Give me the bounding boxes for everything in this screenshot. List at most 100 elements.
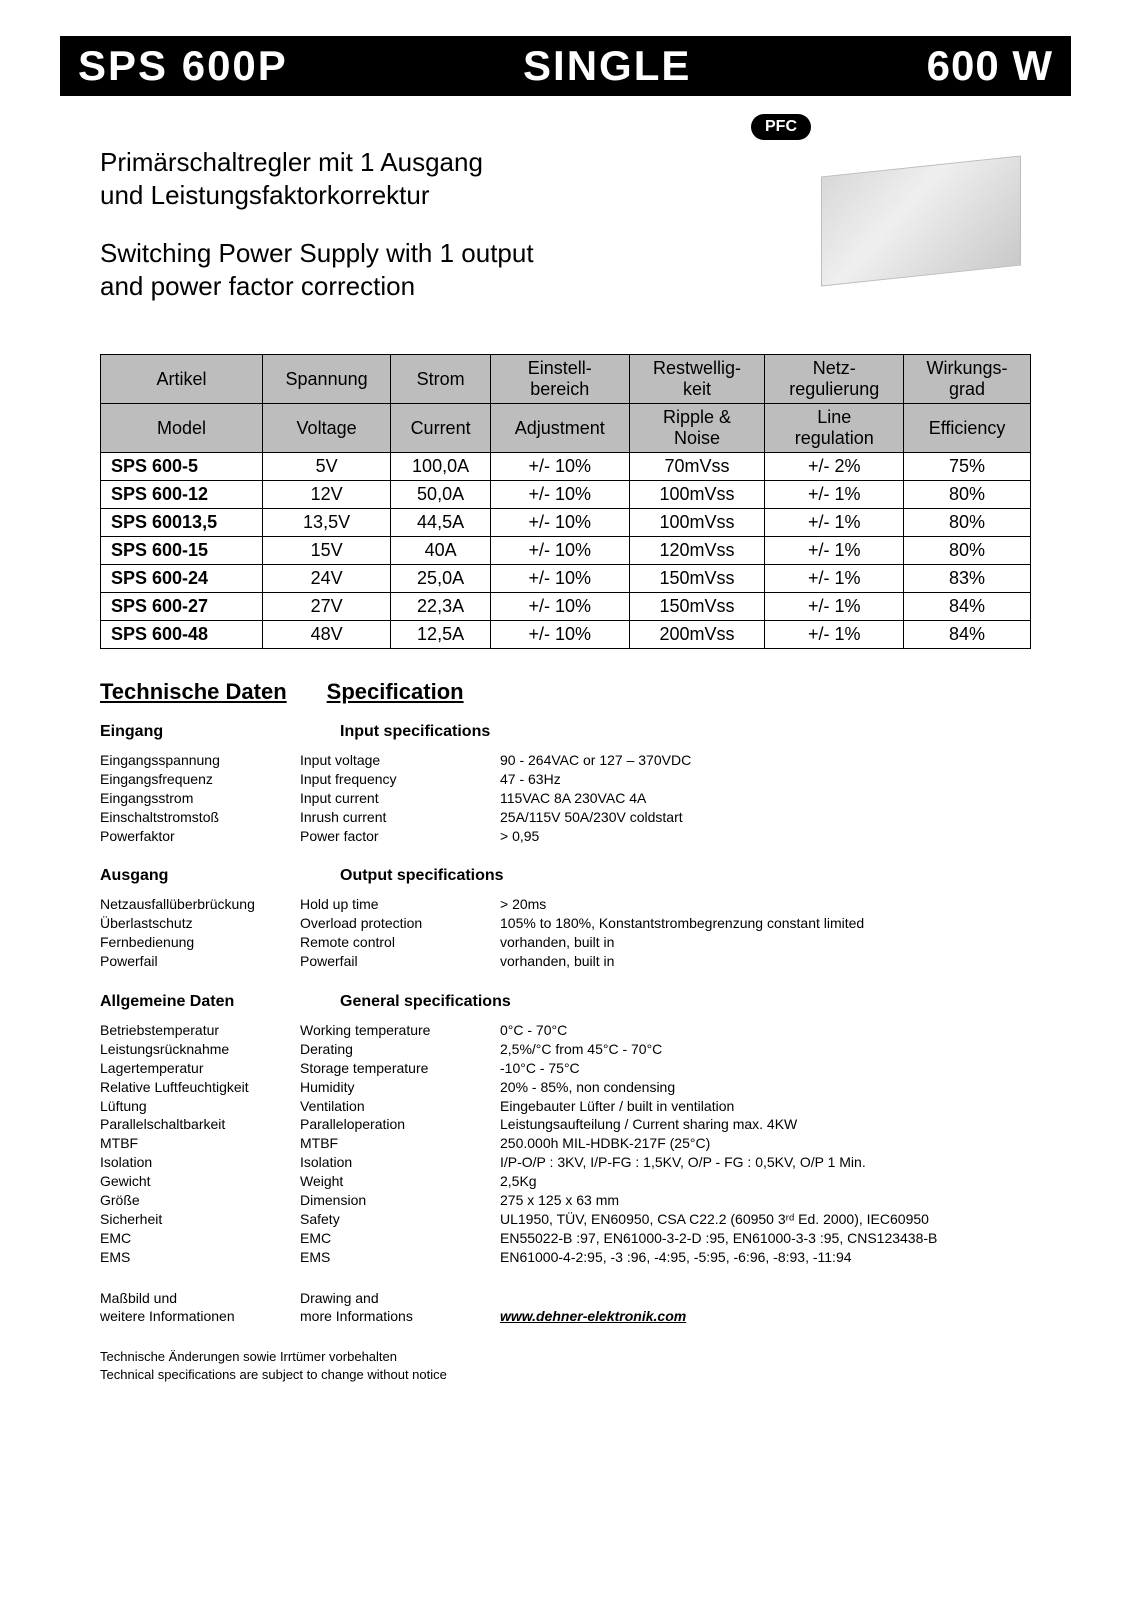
- detail-en: Working temperature: [300, 1021, 500, 1040]
- detail-val: > 0,95: [500, 827, 1031, 846]
- moreinfo-url[interactable]: www.dehner-elektronik.com: [500, 1307, 1031, 1326]
- table-cell: 84%: [904, 593, 1031, 621]
- detail-en: Dimension: [300, 1191, 500, 1210]
- detail-row: Relative LuftfeuchtigkeitHumidity20% - 8…: [100, 1078, 1031, 1097]
- detail-en: Weight: [300, 1172, 500, 1191]
- intro-en-line2: and power factor correction: [100, 270, 534, 303]
- output-block: Ausgang Output specifications Netzausfal…: [100, 867, 1031, 971]
- detail-val: vorhanden, built in: [500, 933, 1031, 952]
- table-cell: 48V: [262, 621, 390, 649]
- table-cell: 100mVss: [629, 509, 765, 537]
- table-row: SPS 600-4848V12,5A+/- 10%200mVss+/- 1%84…: [101, 621, 1031, 649]
- detail-row: LeistungsrücknahmeDerating2,5%/°C from 4…: [100, 1040, 1031, 1059]
- table-row: SPS 600-2424V25,0A+/- 10%150mVss+/- 1%83…: [101, 565, 1031, 593]
- output-head-en: Output specifications: [340, 867, 504, 885]
- col-head-en: Model: [101, 404, 263, 453]
- detail-val: 20% - 85%, non condensing: [500, 1078, 1031, 1097]
- header-power: 600 W: [927, 42, 1053, 90]
- col-head-de: Artikel: [101, 355, 263, 404]
- detail-en: Input voltage: [300, 751, 500, 770]
- detail-en: Safety: [300, 1210, 500, 1229]
- detail-val: > 20ms: [500, 895, 1031, 914]
- general-head-de: Allgemeine Daten: [100, 993, 300, 1011]
- detail-de: Betriebstemperatur: [100, 1021, 300, 1040]
- spec-table: ArtikelSpannungStromEinstell-bereichRest…: [100, 354, 1031, 649]
- table-cell: SPS 60013,5: [101, 509, 263, 537]
- table-row: SPS 600-1212V50,0A+/- 10%100mVss+/- 1%80…: [101, 481, 1031, 509]
- input-block: Eingang Input specifications Eingangsspa…: [100, 723, 1031, 845]
- detail-val: EN55022-B :97, EN61000-3-2-D :95, EN6100…: [500, 1229, 1031, 1248]
- table-row: SPS 600-55V100,0A+/- 10%70mVss+/- 2%75%: [101, 453, 1031, 481]
- detail-de: Größe: [100, 1191, 300, 1210]
- detail-en: Derating: [300, 1040, 500, 1059]
- table-cell: +/- 10%: [490, 481, 629, 509]
- detail-de: Eingangsstrom: [100, 789, 300, 808]
- spec-table-head: ArtikelSpannungStromEinstell-bereichRest…: [101, 355, 1031, 453]
- detail-row: ÜberlastschutzOverload protection105% to…: [100, 914, 1031, 933]
- table-cell: SPS 600-27: [101, 593, 263, 621]
- detail-en: Storage temperature: [300, 1059, 500, 1078]
- table-cell: SPS 600-24: [101, 565, 263, 593]
- detail-val: I/P-O/P : 3KV, I/P-FG : 1,5KV, O/P - FG …: [500, 1153, 1031, 1172]
- pfc-badge: PFC: [751, 114, 811, 140]
- table-cell: 12V: [262, 481, 390, 509]
- detail-row: SicherheitSafetyUL1950, TÜV, EN60950, CS…: [100, 1210, 1031, 1229]
- detail-val: Leistungsaufteilung / Current sharing ma…: [500, 1115, 1031, 1134]
- col-head-de: Strom: [391, 355, 491, 404]
- table-cell: 83%: [904, 565, 1031, 593]
- table-cell: +/- 10%: [490, 565, 629, 593]
- detail-de: Eingangsspannung: [100, 751, 300, 770]
- detail-row: EingangsspannungInput voltage90 - 264VAC…: [100, 751, 1031, 770]
- detail-en: Humidity: [300, 1078, 500, 1097]
- detail-row: GrößeDimension275 x 125 x 63 mm: [100, 1191, 1031, 1210]
- table-cell: SPS 600-48: [101, 621, 263, 649]
- detail-row: EingangsstromInput current115VAC 8A 230V…: [100, 789, 1031, 808]
- table-cell: 200mVss: [629, 621, 765, 649]
- detail-de: Fernbedienung: [100, 933, 300, 952]
- table-cell: +/- 1%: [765, 537, 904, 565]
- section-title-de: Technische Daten: [100, 679, 287, 705]
- detail-de: Lagertemperatur: [100, 1059, 300, 1078]
- detail-val: 47 - 63Hz: [500, 770, 1031, 789]
- detail-de: Gewicht: [100, 1172, 300, 1191]
- detail-de: MTBF: [100, 1134, 300, 1153]
- detail-val: 275 x 125 x 63 mm: [500, 1191, 1031, 1210]
- detail-row: BetriebstemperaturWorking temperature0°C…: [100, 1021, 1031, 1040]
- table-cell: 15V: [262, 537, 390, 565]
- section-titles: Technische Daten Specification: [100, 679, 1031, 705]
- detail-val: 250.000h MIL-HDBK-217F (25°C): [500, 1134, 1031, 1153]
- detail-row: EinschaltstromstoßInrush current25A/115V…: [100, 808, 1031, 827]
- col-head-en: Voltage: [262, 404, 390, 453]
- detail-row: LagertemperaturStorage temperature-10°C …: [100, 1059, 1031, 1078]
- detail-de: Leistungsrücknahme: [100, 1040, 300, 1059]
- detail-en: Input current: [300, 789, 500, 808]
- detail-de: Einschaltstromstoß: [100, 808, 300, 827]
- table-cell: 100mVss: [629, 481, 765, 509]
- detail-en: Powerfail: [300, 952, 500, 971]
- table-cell: 150mVss: [629, 593, 765, 621]
- detail-en: EMC: [300, 1229, 500, 1248]
- detail-val: 105% to 180%, Konstantstrombegrenzung co…: [500, 914, 1031, 933]
- general-block: Allgemeine Daten General specifications …: [100, 993, 1031, 1267]
- moreinfo-en2: more Informations: [300, 1307, 500, 1326]
- table-cell: 80%: [904, 537, 1031, 565]
- table-cell: 75%: [904, 453, 1031, 481]
- detail-de: Parallelschaltbarkeit: [100, 1115, 300, 1134]
- detail-de: Überlastschutz: [100, 914, 300, 933]
- table-cell: 12,5A: [391, 621, 491, 649]
- detail-de: Powerfail: [100, 952, 300, 971]
- table-cell: 25,0A: [391, 565, 491, 593]
- detail-val: -10°C - 75°C: [500, 1059, 1031, 1078]
- detail-en: MTBF: [300, 1134, 500, 1153]
- detail-val: 2,5Kg: [500, 1172, 1031, 1191]
- detail-de: Lüftung: [100, 1097, 300, 1116]
- table-cell: +/- 10%: [490, 537, 629, 565]
- detail-row: PowerfaktorPower factor> 0,95: [100, 827, 1031, 846]
- table-cell: 84%: [904, 621, 1031, 649]
- detail-de: Relative Luftfeuchtigkeit: [100, 1078, 300, 1097]
- detail-en: Paralleloperation: [300, 1115, 500, 1134]
- detail-val: vorhanden, built in: [500, 952, 1031, 971]
- footer-en: Technical specifications are subject to …: [100, 1366, 1031, 1384]
- table-cell: 100,0A: [391, 453, 491, 481]
- intro-de-line2: und Leistungsfaktorkorrektur: [100, 179, 534, 212]
